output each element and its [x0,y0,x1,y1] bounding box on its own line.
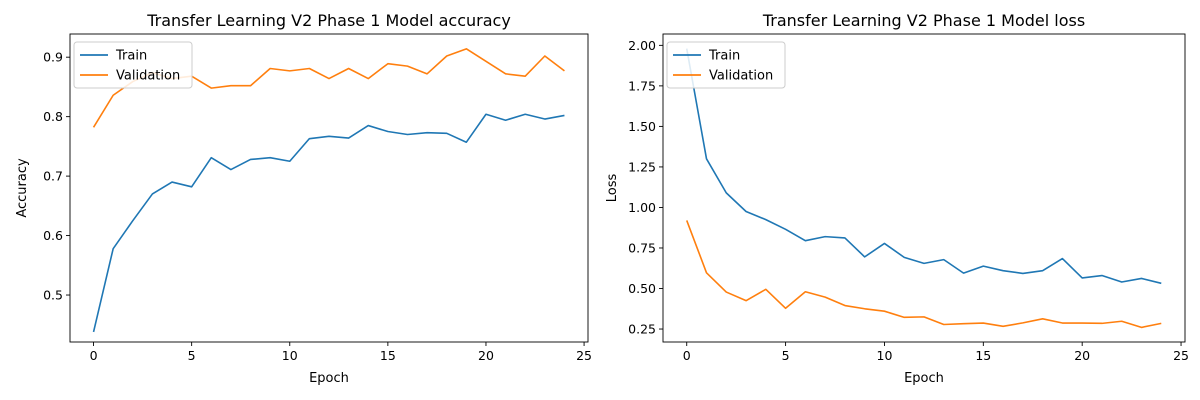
x-tick-label: 25 [1173,348,1189,363]
x-tick-label: 0 [90,348,98,363]
legend-label-train: Train [115,49,147,64]
legend-label-train: Train [708,49,740,64]
y-tick-label: 0.25 [628,322,656,337]
y-axis-label: Loss [605,174,620,203]
x-tick-label: 15 [380,348,396,363]
loss-chart: Transfer Learning V2 Phase 1 Model loss 0… [605,11,1189,386]
legend-box [73,41,193,89]
x-tick-label: 5 [188,348,196,363]
x-tick-label: 15 [975,348,991,363]
x-tick-label: 20 [1074,348,1090,363]
legend: Train Validation [73,41,193,89]
y-tick-label: 0.75 [628,240,656,255]
y-tick-label: 2.00 [628,38,656,53]
y-tick-label: 0.6 [43,228,63,243]
y-tick-label: 1.00 [628,200,656,215]
series-line-train [685,48,1162,285]
y-tick-label: 0.8 [43,109,63,124]
y-tick-label: 1.75 [628,78,656,93]
legend-label-validation: Validation [709,69,773,84]
y-tick-label: 0.7 [43,169,63,184]
series-line-train [92,113,565,333]
x-tick-label: 25 [576,348,592,363]
x-tick-label: 0 [683,348,691,363]
plot-frame [69,33,589,343]
y-tick-label: 0.9 [43,50,63,65]
y-tick-label: 1.50 [628,119,656,134]
chart-title: Transfer Learning V2 Phase 1 Model accur… [146,11,511,30]
legend-label-validation: Validation [116,69,180,84]
legend-box [666,41,786,89]
x-tick-label: 20 [478,348,494,363]
x-axis-label: Epoch [309,371,349,386]
chart-title: Transfer Learning V2 Phase 1 Model loss [762,11,1085,30]
legend: Train Validation [666,41,786,89]
accuracy-chart: Transfer Learning V2 Phase 1 Model accur… [15,11,592,386]
x-tick-label: 5 [782,348,790,363]
y-tick-label: 0.5 [43,288,63,303]
y-tick-label: 0.50 [628,281,656,296]
plot-frame [662,33,1186,343]
y-axis-label: Accuracy [15,158,30,218]
series-line-validation [685,220,1162,329]
x-tick-label: 10 [282,348,298,363]
y-tick-label: 1.25 [628,159,656,174]
x-tick-label: 10 [877,348,893,363]
x-axis-label: Epoch [904,371,944,386]
